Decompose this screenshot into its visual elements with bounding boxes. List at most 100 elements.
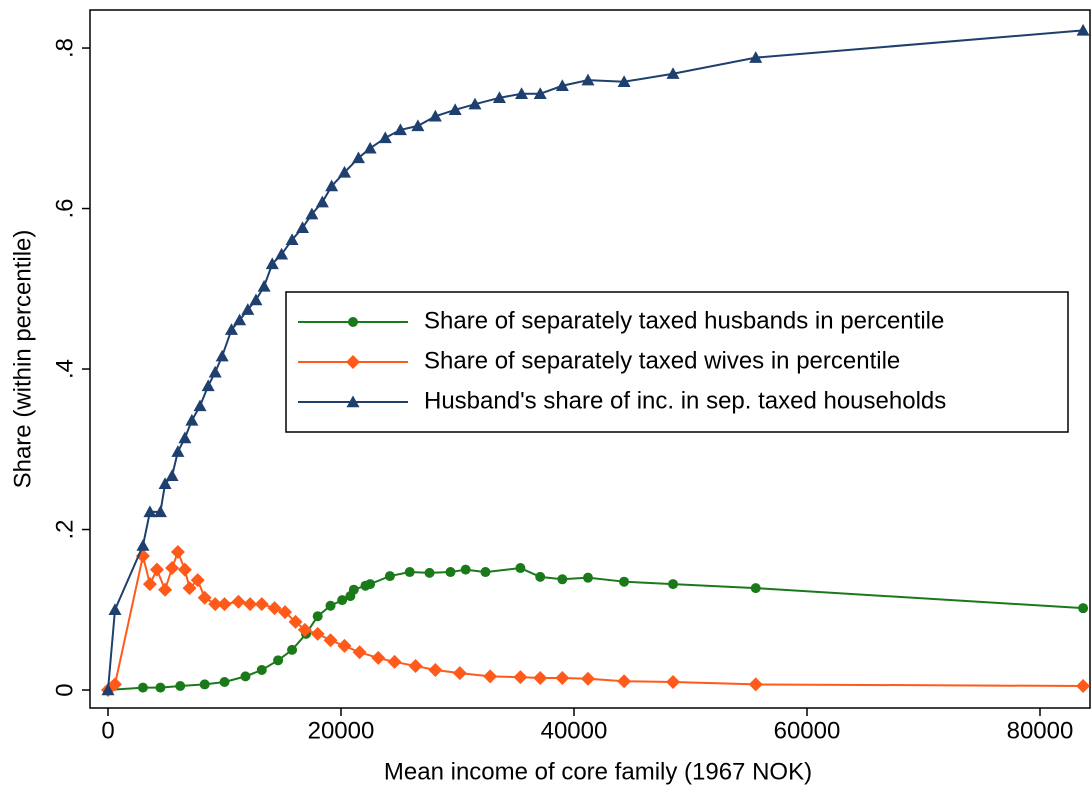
y-tick-label: .8 <box>51 38 78 58</box>
point <box>1078 603 1089 614</box>
point <box>208 597 223 612</box>
point <box>582 572 593 583</box>
point <box>411 119 425 132</box>
point <box>178 431 192 444</box>
point <box>492 91 506 103</box>
x-tick-label: 80000 <box>1007 717 1074 744</box>
point <box>480 567 491 578</box>
point <box>513 670 528 685</box>
point <box>107 677 122 692</box>
point <box>1076 23 1090 36</box>
point <box>275 247 289 260</box>
y-tick-label: .6 <box>51 199 78 219</box>
x-axis-title: Mean income of core family (1967 NOK) <box>384 758 812 785</box>
point <box>557 574 568 585</box>
point <box>254 597 269 612</box>
point <box>555 79 569 91</box>
point <box>177 562 192 577</box>
point <box>142 577 157 592</box>
point <box>155 682 166 693</box>
point <box>378 131 392 144</box>
point <box>265 257 279 270</box>
legend-marker <box>348 317 358 327</box>
x-tick-label: 60000 <box>774 717 841 744</box>
point <box>749 51 763 63</box>
point <box>158 477 172 489</box>
point <box>748 677 763 692</box>
point <box>285 233 299 246</box>
point <box>165 469 179 481</box>
point <box>555 670 570 685</box>
point <box>337 165 351 178</box>
point <box>197 590 212 605</box>
point <box>348 584 359 595</box>
x-tick-label: 20000 <box>308 717 375 744</box>
point <box>483 669 498 684</box>
series-line <box>107 567 1084 692</box>
point <box>312 611 323 622</box>
point <box>515 563 526 574</box>
point <box>428 109 442 122</box>
point <box>384 571 395 582</box>
point <box>666 674 681 689</box>
point <box>535 571 546 582</box>
plot-frame <box>89 9 1091 709</box>
x-tick-label: 40000 <box>541 717 608 744</box>
point <box>231 594 246 609</box>
point <box>310 626 325 641</box>
point <box>445 567 456 578</box>
point <box>515 87 529 99</box>
point <box>315 195 329 208</box>
point <box>273 655 284 666</box>
point <box>143 505 157 518</box>
point <box>175 681 186 692</box>
point <box>108 603 122 615</box>
point <box>668 579 679 590</box>
x-tick-label: 0 <box>101 717 114 744</box>
legend-box <box>285 291 1069 433</box>
y-tick-label: .2 <box>51 520 78 540</box>
point <box>387 654 402 669</box>
series-line <box>107 549 1084 691</box>
point <box>199 679 210 690</box>
point <box>452 666 467 681</box>
point <box>193 399 207 412</box>
point <box>533 87 547 99</box>
point <box>101 683 115 696</box>
point <box>171 445 185 457</box>
point <box>617 674 632 689</box>
point <box>257 279 271 292</box>
point <box>750 583 761 594</box>
point <box>580 671 595 686</box>
point <box>240 671 251 682</box>
point <box>190 573 205 588</box>
point <box>185 413 199 426</box>
point <box>201 379 215 392</box>
point <box>325 179 339 192</box>
point <box>619 576 630 587</box>
point <box>363 141 377 154</box>
point <box>219 676 230 687</box>
point <box>408 658 423 673</box>
legend-label: Share of separately taxed husbands in pe… <box>424 307 944 334</box>
point <box>666 67 680 79</box>
point <box>256 664 267 675</box>
point <box>137 682 148 693</box>
point <box>267 601 282 616</box>
point <box>182 581 197 596</box>
point <box>149 562 164 577</box>
point <box>296 221 310 233</box>
point <box>158 582 173 597</box>
point <box>1076 679 1091 694</box>
point <box>241 303 255 315</box>
point <box>337 595 348 606</box>
point <box>243 597 258 612</box>
point <box>170 544 185 559</box>
point <box>460 564 471 575</box>
point <box>468 97 482 110</box>
point <box>297 622 312 637</box>
y-tick-label: 0 <box>51 683 78 696</box>
legend-label: Share of separately taxed wives in perce… <box>424 347 900 374</box>
point <box>136 539 150 551</box>
